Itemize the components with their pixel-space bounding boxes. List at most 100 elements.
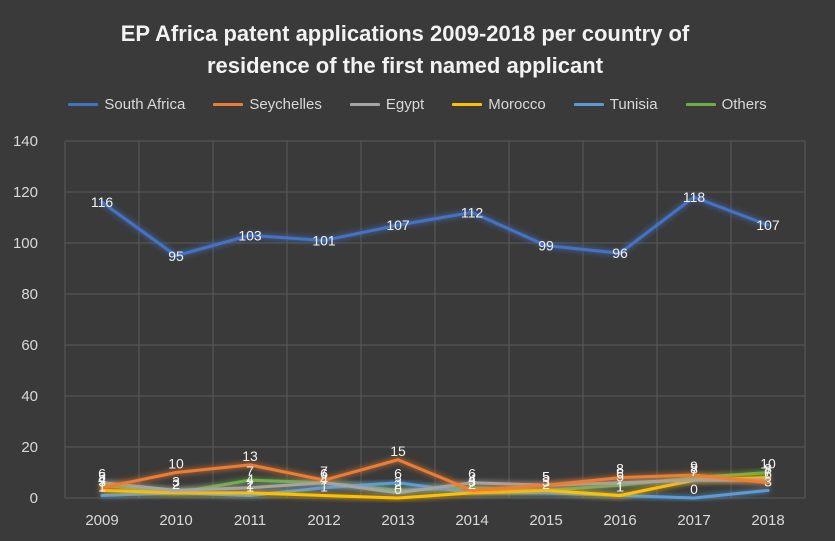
data-point <box>396 488 400 492</box>
legend-swatch <box>349 103 380 106</box>
data-label: 7 <box>246 463 254 479</box>
data-label: 1 <box>320 478 328 494</box>
data-point <box>100 200 104 204</box>
data-point <box>692 195 696 199</box>
data-label: 112 <box>461 204 484 220</box>
grid-layer <box>64 140 806 499</box>
legend-label: Seychelles <box>249 96 322 113</box>
x-tick-label: 2013 <box>381 512 414 529</box>
series-line <box>100 478 770 495</box>
data-label: 3 <box>468 473 476 489</box>
data-label: 4 <box>320 471 328 487</box>
data-label: 3 <box>172 473 180 489</box>
legend-label: Egypt <box>385 96 425 113</box>
data-label: 107 <box>386 217 410 233</box>
data-point <box>766 476 770 480</box>
x-tick-label: 2010 <box>159 512 192 529</box>
data-label: 103 <box>238 227 262 243</box>
y-tick-label: 80 <box>21 286 38 303</box>
data-label: 2 <box>394 476 402 492</box>
data-point <box>544 244 548 248</box>
data-label: 2 <box>542 476 550 492</box>
data-point <box>248 233 252 237</box>
data-label: 96 <box>612 245 628 261</box>
legend-swatch <box>68 103 99 106</box>
y-tick-label: 40 <box>21 388 38 405</box>
data-point <box>396 223 400 227</box>
data-label: 99 <box>538 238 554 254</box>
data-label: 8 <box>690 461 698 477</box>
legend-label: Tunisia <box>609 96 658 113</box>
data-point <box>766 488 770 492</box>
data-label: 7 <box>320 463 328 479</box>
data-label: 9 <box>690 458 698 474</box>
data-label: 116 <box>91 194 114 210</box>
data-label: 6 <box>320 466 328 482</box>
data-point <box>100 488 104 492</box>
data-point <box>322 238 326 242</box>
data-label: 6 <box>98 466 106 482</box>
data-point <box>544 488 548 492</box>
x-tick-label: 2009 <box>85 512 118 529</box>
data-label: 2 <box>172 476 180 492</box>
data-label: 1 <box>246 478 254 494</box>
legend-swatch <box>685 103 716 106</box>
data-point <box>100 486 104 490</box>
x-tick-label: 2011 <box>234 512 266 529</box>
data-point <box>766 481 770 485</box>
y-tick-label: 0 <box>30 490 38 507</box>
legend-item: Egypt <box>349 96 425 113</box>
data-label: 10 <box>168 456 184 472</box>
legend-item: Others <box>685 96 767 113</box>
data-label: 3 <box>394 473 402 489</box>
data-label-layer: 5 27 6 3 4 3 5 8 101 2 1 4 62 2 1 0 33 2 2 1 0 2 3 17 86 3 4 626 5 6 7… <box>91 189 780 497</box>
data-label: 1 <box>616 478 624 494</box>
data-point <box>470 210 474 214</box>
data-label: 118 <box>683 189 706 205</box>
data-point <box>544 483 548 487</box>
legend-label: Morocco <box>488 96 546 113</box>
legend-swatch <box>573 103 604 106</box>
legend-item: South Africa <box>68 96 185 113</box>
data-point <box>248 491 252 495</box>
data-label: 5 <box>616 468 624 484</box>
series-line <box>100 458 770 492</box>
x-tick-label: 2012 <box>307 512 340 529</box>
data-point <box>174 491 178 495</box>
data-point <box>396 491 400 495</box>
data-point <box>248 486 252 490</box>
data-label: 6 <box>320 466 328 482</box>
data-label: 0 <box>394 481 402 497</box>
data-label: 6 <box>394 466 402 482</box>
data-point <box>174 254 178 258</box>
data-label: 7 <box>690 463 698 479</box>
data-label: 2 <box>468 476 476 492</box>
data-label: 6 <box>616 466 624 482</box>
chart-title-line-1: EP Africa patent applications 2009-2018 … <box>120 21 690 46</box>
data-label: 6 <box>468 466 476 482</box>
data-point <box>618 251 622 255</box>
x-tick-label: 2017 <box>677 512 710 529</box>
data-point <box>692 473 696 477</box>
data-point <box>322 486 326 490</box>
data-label: 3 <box>542 473 550 489</box>
data-point <box>618 481 622 485</box>
data-label: 2 <box>468 476 476 492</box>
x-tick-label: 2015 <box>529 512 562 529</box>
legend-swatch <box>452 103 483 106</box>
data-point <box>248 493 252 497</box>
legend-label: South Africa <box>104 96 186 113</box>
data-label: 15 <box>390 443 406 459</box>
data-label: 107 <box>756 217 780 233</box>
data-label: 4 <box>246 471 254 487</box>
chart-title: EP Africa patent applications 2009-2018 … <box>0 18 810 82</box>
data-point <box>248 478 252 482</box>
data-label: 1 <box>616 478 624 494</box>
data-label: 6 <box>764 466 772 482</box>
data-label: 8 <box>616 461 624 477</box>
data-point <box>618 493 622 497</box>
data-label: 13 <box>242 448 258 464</box>
data-label: 4 <box>98 471 106 487</box>
